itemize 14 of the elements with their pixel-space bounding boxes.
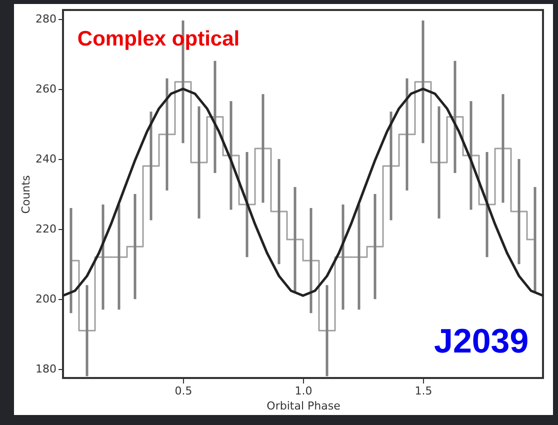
line-series [62,88,544,297]
y-tick-label: 200 [36,292,56,306]
x-tick-label: 1.5 [414,384,432,398]
x-tick-label: 1.0 [294,384,312,398]
annotation: Complex optical [77,27,240,50]
y-tick-label: 220 [36,222,56,236]
y-tick-label: 280 [36,12,56,26]
x-axis-title: Orbital Phase [266,400,341,412]
y-axis-title: Counts [20,175,33,214]
y-tick-label: 180 [36,362,56,376]
y-tick-label: 260 [36,82,56,96]
annotation: J2039 [434,322,529,361]
y-tick-label: 240 [36,152,56,166]
x-tick-label: 0.5 [174,384,192,398]
